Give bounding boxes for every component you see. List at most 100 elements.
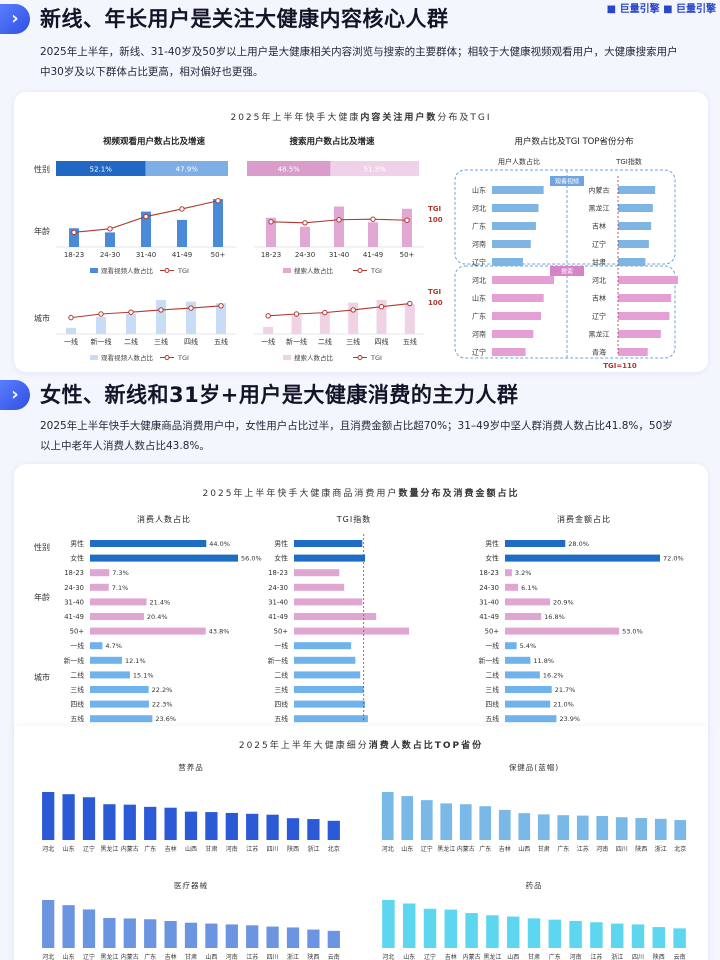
segment-tag bbox=[550, 176, 584, 186]
gender-bar-male bbox=[247, 161, 331, 176]
category-label: 新一线 bbox=[64, 656, 85, 665]
province-label: 甘肃 bbox=[592, 258, 606, 267]
bar bbox=[444, 909, 458, 948]
tgi-bar bbox=[618, 204, 653, 212]
tick-label: 四川 bbox=[267, 846, 279, 853]
bar bbox=[90, 583, 109, 591]
bar bbox=[294, 700, 366, 708]
row-label-city: 城市 bbox=[34, 313, 50, 323]
panel-title: 视频观看用户数占比及增速 bbox=[103, 136, 206, 147]
bar bbox=[557, 815, 570, 840]
chevron-right-icon: › bbox=[0, 4, 30, 34]
bar bbox=[42, 900, 55, 948]
bar bbox=[596, 816, 609, 840]
panel-title: 营养品 bbox=[178, 762, 204, 772]
legend-swatch bbox=[90, 268, 98, 273]
bar bbox=[506, 916, 520, 948]
value-label: 21.4% bbox=[150, 598, 171, 606]
bar bbox=[186, 301, 196, 334]
province-label: 吉林 bbox=[592, 294, 606, 303]
tick-label: 24-30 bbox=[100, 251, 120, 259]
province-label: 内蒙古 bbox=[589, 186, 610, 195]
tick-label: 五线 bbox=[403, 337, 417, 346]
bar bbox=[294, 627, 409, 635]
tick-label: 一线 bbox=[64, 337, 78, 346]
category-label: 五线 bbox=[70, 714, 84, 723]
bar bbox=[205, 812, 218, 840]
bar bbox=[307, 819, 320, 840]
section2-text: 2025年上半年快手大健康商品消费用户中，女性用户占比过半，且消费金额占比超70… bbox=[40, 420, 673, 452]
tgi-bar bbox=[618, 312, 670, 320]
category-label: 三线 bbox=[70, 685, 84, 694]
province-top-card: 2025年上半年大健康细分消费人数占比TOP省份 营养品 河北 山东 辽宁 黑龙江 内蒙古… bbox=[14, 726, 708, 960]
bar bbox=[90, 569, 110, 577]
tgi-point bbox=[378, 304, 385, 310]
bar bbox=[225, 812, 238, 840]
tick-label: 辽宁 bbox=[421, 845, 433, 853]
bar bbox=[123, 804, 136, 840]
bar bbox=[505, 686, 552, 693]
tick-label: 吉林 bbox=[445, 953, 457, 960]
category-label: 一线 bbox=[274, 641, 288, 650]
province-label: 青海 bbox=[592, 348, 606, 357]
brand-logo: ■ 巨量引擎 ■ 巨量引擎 bbox=[606, 4, 716, 15]
bar bbox=[294, 598, 363, 606]
province-label: 河北 bbox=[472, 205, 486, 213]
category-label: 31-40 bbox=[479, 598, 499, 606]
bar bbox=[205, 923, 218, 948]
province-label: 河南 bbox=[472, 330, 486, 339]
value-label: 7.3% bbox=[112, 569, 129, 577]
bar bbox=[82, 909, 96, 948]
bar bbox=[576, 815, 589, 840]
category-label: 41-49 bbox=[268, 613, 288, 621]
value-label: 7.1% bbox=[112, 584, 129, 592]
tick-label: 三线 bbox=[154, 337, 168, 346]
bar bbox=[327, 820, 340, 840]
bar bbox=[537, 814, 550, 840]
tgi-point bbox=[188, 305, 194, 311]
bar bbox=[505, 715, 557, 723]
tick-label: 北京 bbox=[674, 845, 686, 853]
tgi-bar bbox=[618, 222, 652, 230]
tgi-point bbox=[179, 206, 185, 212]
province-label: 广东 bbox=[472, 222, 486, 231]
value-label: 23.9% bbox=[559, 715, 580, 723]
province-label: 河北 bbox=[472, 277, 486, 285]
category-label: 女性 bbox=[274, 554, 288, 563]
value-label: 11.8% bbox=[533, 657, 554, 665]
bar bbox=[266, 217, 276, 247]
chevron-right-icon: › bbox=[0, 380, 30, 410]
tgi-point bbox=[404, 217, 410, 223]
bar bbox=[90, 656, 122, 664]
tick-label: 内蒙古 bbox=[463, 953, 481, 960]
tick-label: 山东 bbox=[401, 845, 413, 853]
bar bbox=[505, 642, 517, 650]
tick-label: 吉林 bbox=[499, 845, 511, 853]
category-label: 50+ bbox=[485, 628, 499, 636]
category-label: 三线 bbox=[274, 685, 288, 694]
bar bbox=[465, 913, 478, 948]
value-label: 3.2% bbox=[515, 569, 532, 577]
bar bbox=[96, 317, 106, 334]
legend-swatch bbox=[90, 355, 98, 360]
category-label: 四线 bbox=[485, 700, 499, 709]
province-label: 辽宁 bbox=[472, 258, 486, 267]
bar bbox=[225, 924, 238, 948]
province-label: 辽宁 bbox=[592, 312, 606, 321]
bar bbox=[263, 326, 274, 334]
bar bbox=[518, 813, 531, 840]
legend-label: TGI bbox=[177, 267, 189, 275]
value-label: 6.1% bbox=[521, 584, 538, 592]
bar bbox=[505, 700, 551, 708]
value-label: 5.4% bbox=[520, 642, 537, 650]
bar bbox=[286, 818, 300, 840]
value-label: 16.8% bbox=[544, 613, 565, 621]
tick-label: 黑龙江 bbox=[483, 953, 501, 960]
tgi-point bbox=[407, 300, 413, 307]
value-label: 20.4% bbox=[147, 613, 168, 621]
bar bbox=[402, 208, 412, 247]
value-label: 16.2% bbox=[543, 671, 564, 679]
category-label: 24-30 bbox=[479, 584, 499, 592]
tick-label: 陕西 bbox=[653, 953, 665, 960]
